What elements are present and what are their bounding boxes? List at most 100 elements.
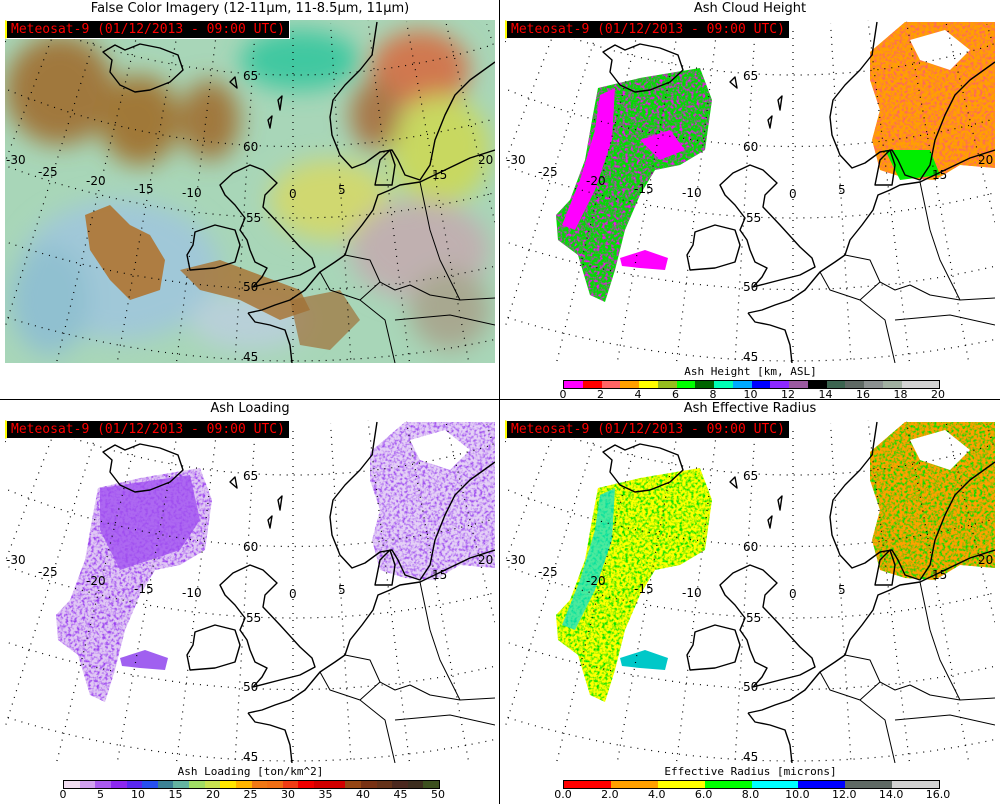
colorbar-segment [582,381,602,388]
colorbar-segment [845,381,864,388]
satellite-time-label: Meteosat-9 (01/12/2013 - 09:00 UTC) [5,420,290,439]
longitude-label: 20 [478,553,494,567]
latitude-label: 65 [743,69,759,83]
colorbar-tick-label: 35 [318,788,333,801]
longitude-label: -30 [506,153,526,167]
longitude-label: -15 [634,182,654,196]
colorbar-segment [751,381,771,388]
graticule [505,420,995,762]
latitude-label: 50 [743,280,759,294]
longitude-label: 0 [789,187,797,201]
colorbar-tick-label: 8.0 [741,788,760,801]
colorbar-segment [392,781,408,788]
colorbar-segment [770,381,789,388]
longitude-label: -15 [134,582,154,596]
colorbar-tick-label: 6.0 [694,788,713,801]
colorbar-tick-label: 20 [206,788,220,801]
graticule [5,420,495,762]
colorbar-tick-label: 4 [634,388,642,401]
colorbar-segment [610,781,658,788]
colorbar-segment [564,381,583,388]
colorbar-segment [345,781,361,788]
longitude-line [56,420,142,762]
graticule [505,20,995,362]
colorbar-ticks: 0 5 10 15 20 25 30 35 40 45 50 [60,788,446,801]
longitude-label: 0 [789,587,797,601]
colorbar-segment [267,781,283,788]
longitude-label: -10 [682,586,702,600]
colorbar-segment [423,781,439,788]
longitude-line [330,423,352,760]
colorbar-title: Ash Height [km, ASL] [684,365,817,378]
colorbar-segment [620,381,639,388]
colorbar-segment [407,781,424,788]
colorbar-tick-label: 6 [672,388,679,401]
latitude-label: 50 [243,680,259,694]
latitude-label: 45 [243,750,259,764]
longitude-label: -15 [634,582,654,596]
colorbar-tick-label: 4.0 [648,788,666,801]
longitude-label: -30 [6,153,26,167]
latitude-line [507,317,995,362]
colorbar-segment [714,381,733,388]
ash-radius-map [505,420,995,763]
longitude-label: -25 [538,565,558,579]
latitude-label: 45 [743,750,759,764]
colorbar-segment [845,781,893,788]
longitude-line [505,24,558,159]
colorbar-segment [282,781,299,788]
colorbar-ticks: 0.0 2.0 4.0 6.0 8.0 10.0 12.0 14.0 16.0 [554,788,950,801]
colorbar-segment [95,781,111,788]
colorbar-tick-label: 30 [281,788,295,801]
longitude-line [830,423,852,760]
colorbar-segment [751,781,799,788]
colorbar-tick-label: 18 [893,388,908,401]
longitude-label: 15 [432,568,448,582]
longitude-label: 15 [432,168,448,182]
colorbar-segment [251,781,268,788]
colorbar-tick-label: 10 [131,788,145,801]
longitude-label: 0 [289,587,297,601]
longitude-label: -30 [6,553,26,567]
longitude-line [734,423,756,760]
longitude-line [505,424,558,559]
colorbar-segment [64,781,80,788]
latitude-label: 60 [743,540,759,554]
latitude-label: 55 [746,211,762,225]
latitude-line [7,717,495,762]
colorbar-segment [826,381,846,388]
colorbar-title: Effective Radius [microns] [664,765,837,778]
colorbar-tick-label: 10 [743,388,758,401]
false-color-map [5,20,495,363]
colorbar-segment [329,781,346,788]
colorbar-tick-label: 20 [931,388,945,401]
longitude-line [234,423,256,760]
colorbar-tick-label: 15 [168,788,183,801]
latitude-label: 65 [243,69,259,83]
longitude-label: -15 [134,182,154,196]
colorbar-ash-loading [63,780,440,789]
panel-title: False Color Imagery (12-11µm, 11-8.5µm, … [90,1,410,16]
colorbar-tick-label: 16 [856,388,870,401]
panel-ash-effective-radius: Ash Effective Radius Meteosat-9 (01/12/2… [500,400,1000,801]
colorbar-segment [892,781,939,788]
colorbar-segment [189,781,205,788]
colorbar-segment [204,781,221,788]
ash-height-map [505,20,995,363]
graticule [5,20,495,362]
latitude-label: 45 [243,350,259,364]
colorbar-segment [864,381,883,388]
colorbar-segment [564,781,611,788]
longitude-label: -10 [682,186,702,200]
latitude-line [507,717,995,762]
longitude-label: -20 [86,174,106,188]
satellite-time-label: Meteosat-9 (01/12/2013 - 09:00 UTC) [505,20,790,39]
colorbar-segment [360,781,377,788]
colorbar-segment [235,781,252,788]
colorbar-ticks: 0 2 4 6 8 10 12 14 16 18 20 [560,388,946,401]
latitude-label: 65 [243,469,259,483]
longitude-label: 20 [478,153,494,167]
latitude-label: 55 [246,211,262,225]
colorbar-tick-label: 45 [393,788,408,801]
longitude-label: -30 [506,553,526,567]
